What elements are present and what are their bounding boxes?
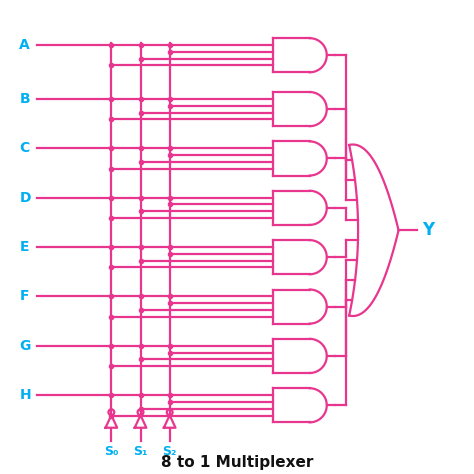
Text: S₀: S₀ — [104, 445, 118, 458]
Text: 8 to 1 Multiplexer: 8 to 1 Multiplexer — [161, 456, 313, 470]
Text: C: C — [19, 141, 29, 155]
Text: G: G — [19, 339, 31, 353]
Text: Y: Y — [422, 221, 434, 239]
Text: S₂: S₂ — [163, 445, 177, 458]
Text: F: F — [19, 289, 29, 303]
Text: H: H — [19, 388, 31, 402]
Text: S₁: S₁ — [133, 445, 148, 458]
Text: A: A — [19, 38, 30, 52]
Text: D: D — [19, 191, 31, 205]
Text: E: E — [19, 240, 29, 254]
Text: B: B — [19, 92, 30, 106]
